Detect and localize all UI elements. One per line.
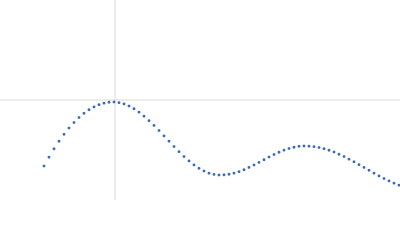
- point: [92, 105, 96, 109]
- point: [352, 160, 356, 164]
- point: [72, 121, 76, 124]
- point: [242, 168, 246, 172]
- point: [222, 173, 226, 177]
- point: [347, 157, 351, 161]
- point: [267, 155, 271, 159]
- point: [382, 177, 386, 180]
- point: [97, 103, 101, 106]
- point: [232, 171, 236, 175]
- point: [62, 132, 66, 136]
- point: [317, 146, 321, 149]
- point: [162, 134, 166, 138]
- point: [212, 173, 216, 176]
- point: [342, 155, 346, 158]
- point: [277, 150, 281, 154]
- point: [387, 179, 391, 183]
- point: [102, 101, 106, 105]
- point: [187, 159, 191, 163]
- point: [137, 110, 141, 114]
- point: [67, 126, 71, 130]
- point: [87, 108, 91, 112]
- point: [157, 129, 161, 132]
- point: [392, 181, 396, 185]
- point: [42, 164, 46, 168]
- page: (() => { const data = JSON.parse(documen…: [0, 0, 400, 200]
- point: [202, 169, 206, 173]
- chart: [0, 0, 400, 200]
- point: [117, 101, 121, 104]
- point: [337, 152, 341, 156]
- point: [292, 145, 296, 149]
- point: [182, 155, 186, 158]
- point: [197, 166, 201, 170]
- point: [177, 150, 181, 154]
- point: [357, 163, 361, 167]
- point: [172, 145, 176, 148]
- point: [47, 155, 51, 159]
- point: [142, 114, 146, 118]
- point: [362, 166, 366, 169]
- point: [287, 147, 291, 150]
- point: [77, 116, 81, 119]
- point: [257, 161, 261, 164]
- point: [332, 150, 336, 154]
- point: [132, 107, 136, 111]
- point: [397, 183, 400, 187]
- point: [312, 145, 316, 149]
- point: [272, 153, 276, 156]
- point: [252, 163, 256, 167]
- point: [297, 144, 301, 148]
- point: [107, 100, 111, 104]
- point: [167, 139, 171, 143]
- point: [192, 163, 196, 167]
- point: [57, 139, 61, 143]
- point: [217, 173, 221, 177]
- point: [247, 166, 251, 169]
- point: [227, 172, 231, 176]
- point: [262, 158, 266, 162]
- point: [237, 170, 241, 174]
- point: [302, 144, 306, 148]
- point: [307, 144, 311, 148]
- point: [372, 171, 376, 175]
- point: [52, 147, 56, 151]
- point: [207, 171, 211, 175]
- point: [327, 148, 331, 152]
- point: [82, 111, 86, 115]
- point: [127, 104, 131, 108]
- point: [322, 147, 326, 151]
- point: [147, 119, 151, 122]
- point: [282, 148, 286, 152]
- point: [122, 102, 126, 106]
- point: [377, 174, 381, 178]
- point: [112, 100, 116, 104]
- point: [152, 124, 156, 127]
- point: [367, 168, 371, 172]
